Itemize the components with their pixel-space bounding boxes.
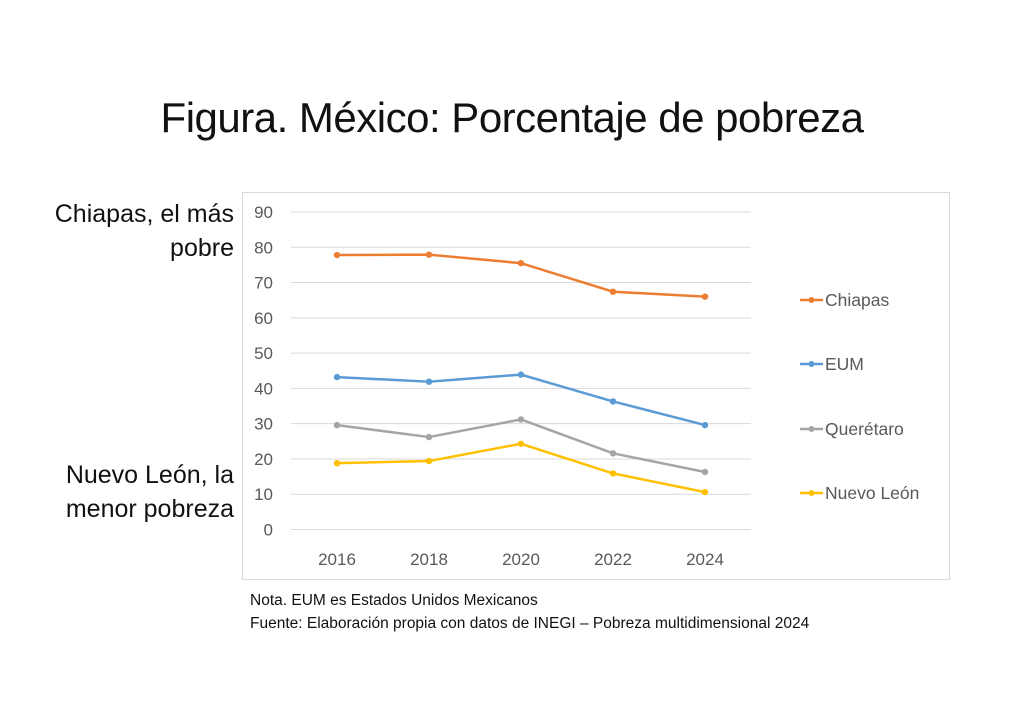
y-tick-label: 20 (254, 450, 273, 469)
data-point (517, 440, 525, 447)
annotation-least-poor-line1: Nuevo León, la (65, 461, 234, 489)
series-line-nuevo-le-n (336, 442, 706, 494)
y-tick-label: 70 (254, 274, 273, 293)
y-tick-label: 40 (254, 379, 273, 398)
data-point (701, 293, 709, 300)
figure-title: Figura. México: Porcentaje de pobreza (160, 94, 864, 141)
data-point (425, 433, 433, 441)
y-tick-label: 90 (254, 203, 273, 222)
chart-area (242, 192, 950, 580)
source-text: Fuente: Elaboración propia con datos de … (250, 615, 810, 632)
legend-label: Querétaro (825, 419, 904, 439)
data-point (701, 468, 709, 476)
legend-marker (808, 297, 815, 303)
data-point (609, 470, 617, 477)
data-point (517, 259, 525, 267)
y-tick-label: 30 (254, 415, 273, 434)
y-tick-label: 80 (254, 238, 273, 257)
legend-marker (808, 490, 815, 496)
annotation-least-poor-line2: menor pobreza (65, 495, 234, 523)
data-point (517, 416, 525, 423)
legend-label: Nuevo León (825, 483, 919, 503)
annotation-least-poor: Nuevo León, la menor pobreza (66, 458, 234, 526)
x-tick-label: 2016 (318, 550, 356, 569)
note-text: Nota. EUM es Estados Unidos Mexicanos (250, 592, 538, 609)
data-point (609, 288, 617, 295)
data-point (333, 459, 341, 467)
y-tick-label: 60 (254, 309, 273, 328)
data-point (425, 251, 433, 258)
x-tick-label: 2022 (594, 550, 632, 569)
x-tick-label: 2024 (686, 550, 724, 569)
data-point (609, 450, 617, 457)
annotation-most-poor-line2: pobre (170, 234, 234, 262)
data-point (701, 421, 709, 429)
legend-label: EUM (825, 354, 864, 374)
legend-label: Chiapas (825, 290, 889, 310)
data-point (517, 371, 525, 378)
data-point (333, 373, 341, 381)
x-tick-label: 2018 (410, 550, 448, 569)
y-tick-label: 10 (254, 485, 273, 504)
annotation-most-poor: Chiapas, el más pobre (55, 197, 234, 265)
data-point (701, 488, 709, 496)
data-point (333, 251, 341, 259)
legend-marker (808, 361, 815, 367)
notes: Nota. EUM es Estados Unidos Mexicanos Fu… (250, 589, 809, 635)
x-tick-label: 2020 (502, 550, 540, 569)
y-tick-label: 0 (264, 521, 273, 540)
data-point (333, 421, 341, 429)
legend-marker (808, 426, 815, 432)
y-tick-label: 50 (254, 344, 273, 363)
data-point (425, 378, 433, 385)
annotation-most-poor-line1: Chiapas, el más (54, 200, 234, 228)
data-point (425, 457, 433, 465)
data-point (609, 398, 617, 405)
